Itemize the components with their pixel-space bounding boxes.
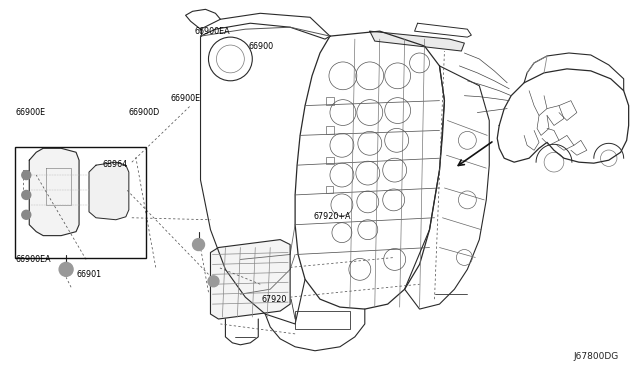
Circle shape — [193, 238, 205, 250]
Text: 66900D: 66900D — [129, 108, 160, 117]
Text: 66900EA: 66900EA — [195, 27, 230, 36]
Bar — [326, 97, 334, 105]
Bar — [326, 126, 334, 134]
Text: 66900E: 66900E — [15, 108, 45, 117]
Circle shape — [22, 190, 31, 199]
Circle shape — [22, 210, 31, 219]
Polygon shape — [370, 31, 465, 51]
Text: 66900EA: 66900EA — [15, 255, 51, 264]
Text: 66901: 66901 — [77, 270, 102, 279]
Text: J67800DG: J67800DG — [573, 352, 619, 361]
Circle shape — [208, 276, 219, 287]
Bar — [295, 311, 350, 329]
Text: 67920+A: 67920+A — [314, 212, 351, 221]
Bar — [15, 147, 146, 258]
Polygon shape — [29, 148, 79, 235]
Circle shape — [22, 171, 31, 180]
Text: 66900: 66900 — [248, 42, 274, 51]
Text: 66900E: 66900E — [170, 94, 200, 103]
Bar — [326, 186, 333, 193]
Polygon shape — [211, 240, 290, 319]
Bar — [326, 157, 334, 164]
Text: 67920: 67920 — [261, 295, 287, 304]
Polygon shape — [89, 162, 129, 220]
Circle shape — [59, 262, 73, 276]
Text: 68964: 68964 — [102, 160, 127, 169]
